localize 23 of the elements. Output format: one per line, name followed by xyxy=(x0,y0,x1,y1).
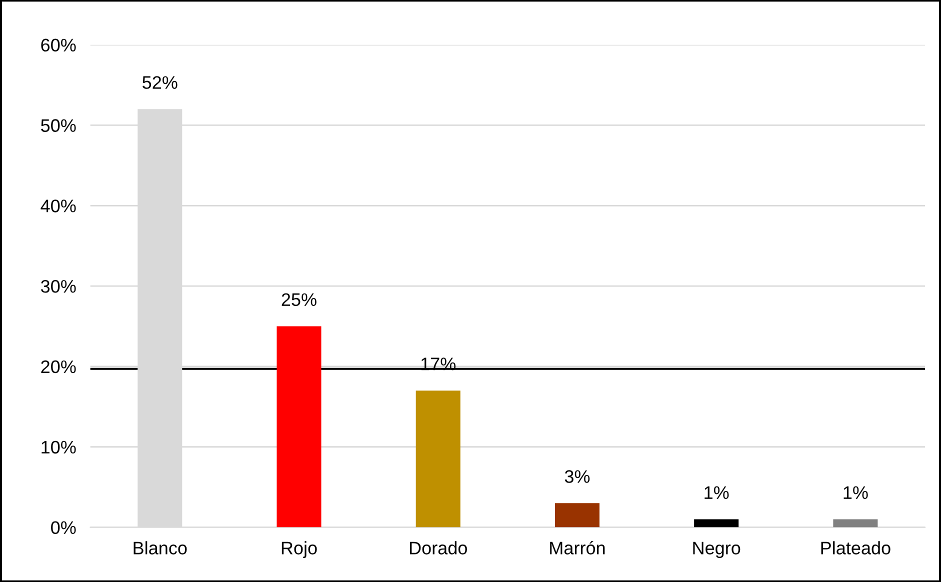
bar xyxy=(276,326,322,528)
bar xyxy=(416,390,460,528)
x-tick-label: Blanco xyxy=(134,541,187,554)
x-tick-label: Plateado xyxy=(821,541,890,554)
y-tick-label: 50% xyxy=(41,119,76,132)
x-tick-label: Dorado xyxy=(410,541,467,554)
y-tick-label: 30% xyxy=(41,280,76,293)
y-tick-label: 0% xyxy=(51,521,76,534)
x-tick-label: Rojo xyxy=(282,541,317,558)
bar xyxy=(554,503,600,528)
x-tick-label: Marrón xyxy=(550,540,605,554)
data-label: 25% xyxy=(282,293,316,306)
bar xyxy=(694,519,739,528)
data-label: 52% xyxy=(142,76,178,89)
y-tick-label: 10% xyxy=(42,440,76,454)
data-label: 1% xyxy=(704,486,729,499)
bar xyxy=(833,519,878,528)
x-tick-label: Negro xyxy=(693,542,740,558)
y-tick-label: 40% xyxy=(40,200,76,212)
data-label: 3% xyxy=(564,470,590,483)
data-label: 1% xyxy=(844,486,868,499)
y-tick-label: 20% xyxy=(41,360,76,374)
y-tick-label: 60% xyxy=(41,38,76,52)
